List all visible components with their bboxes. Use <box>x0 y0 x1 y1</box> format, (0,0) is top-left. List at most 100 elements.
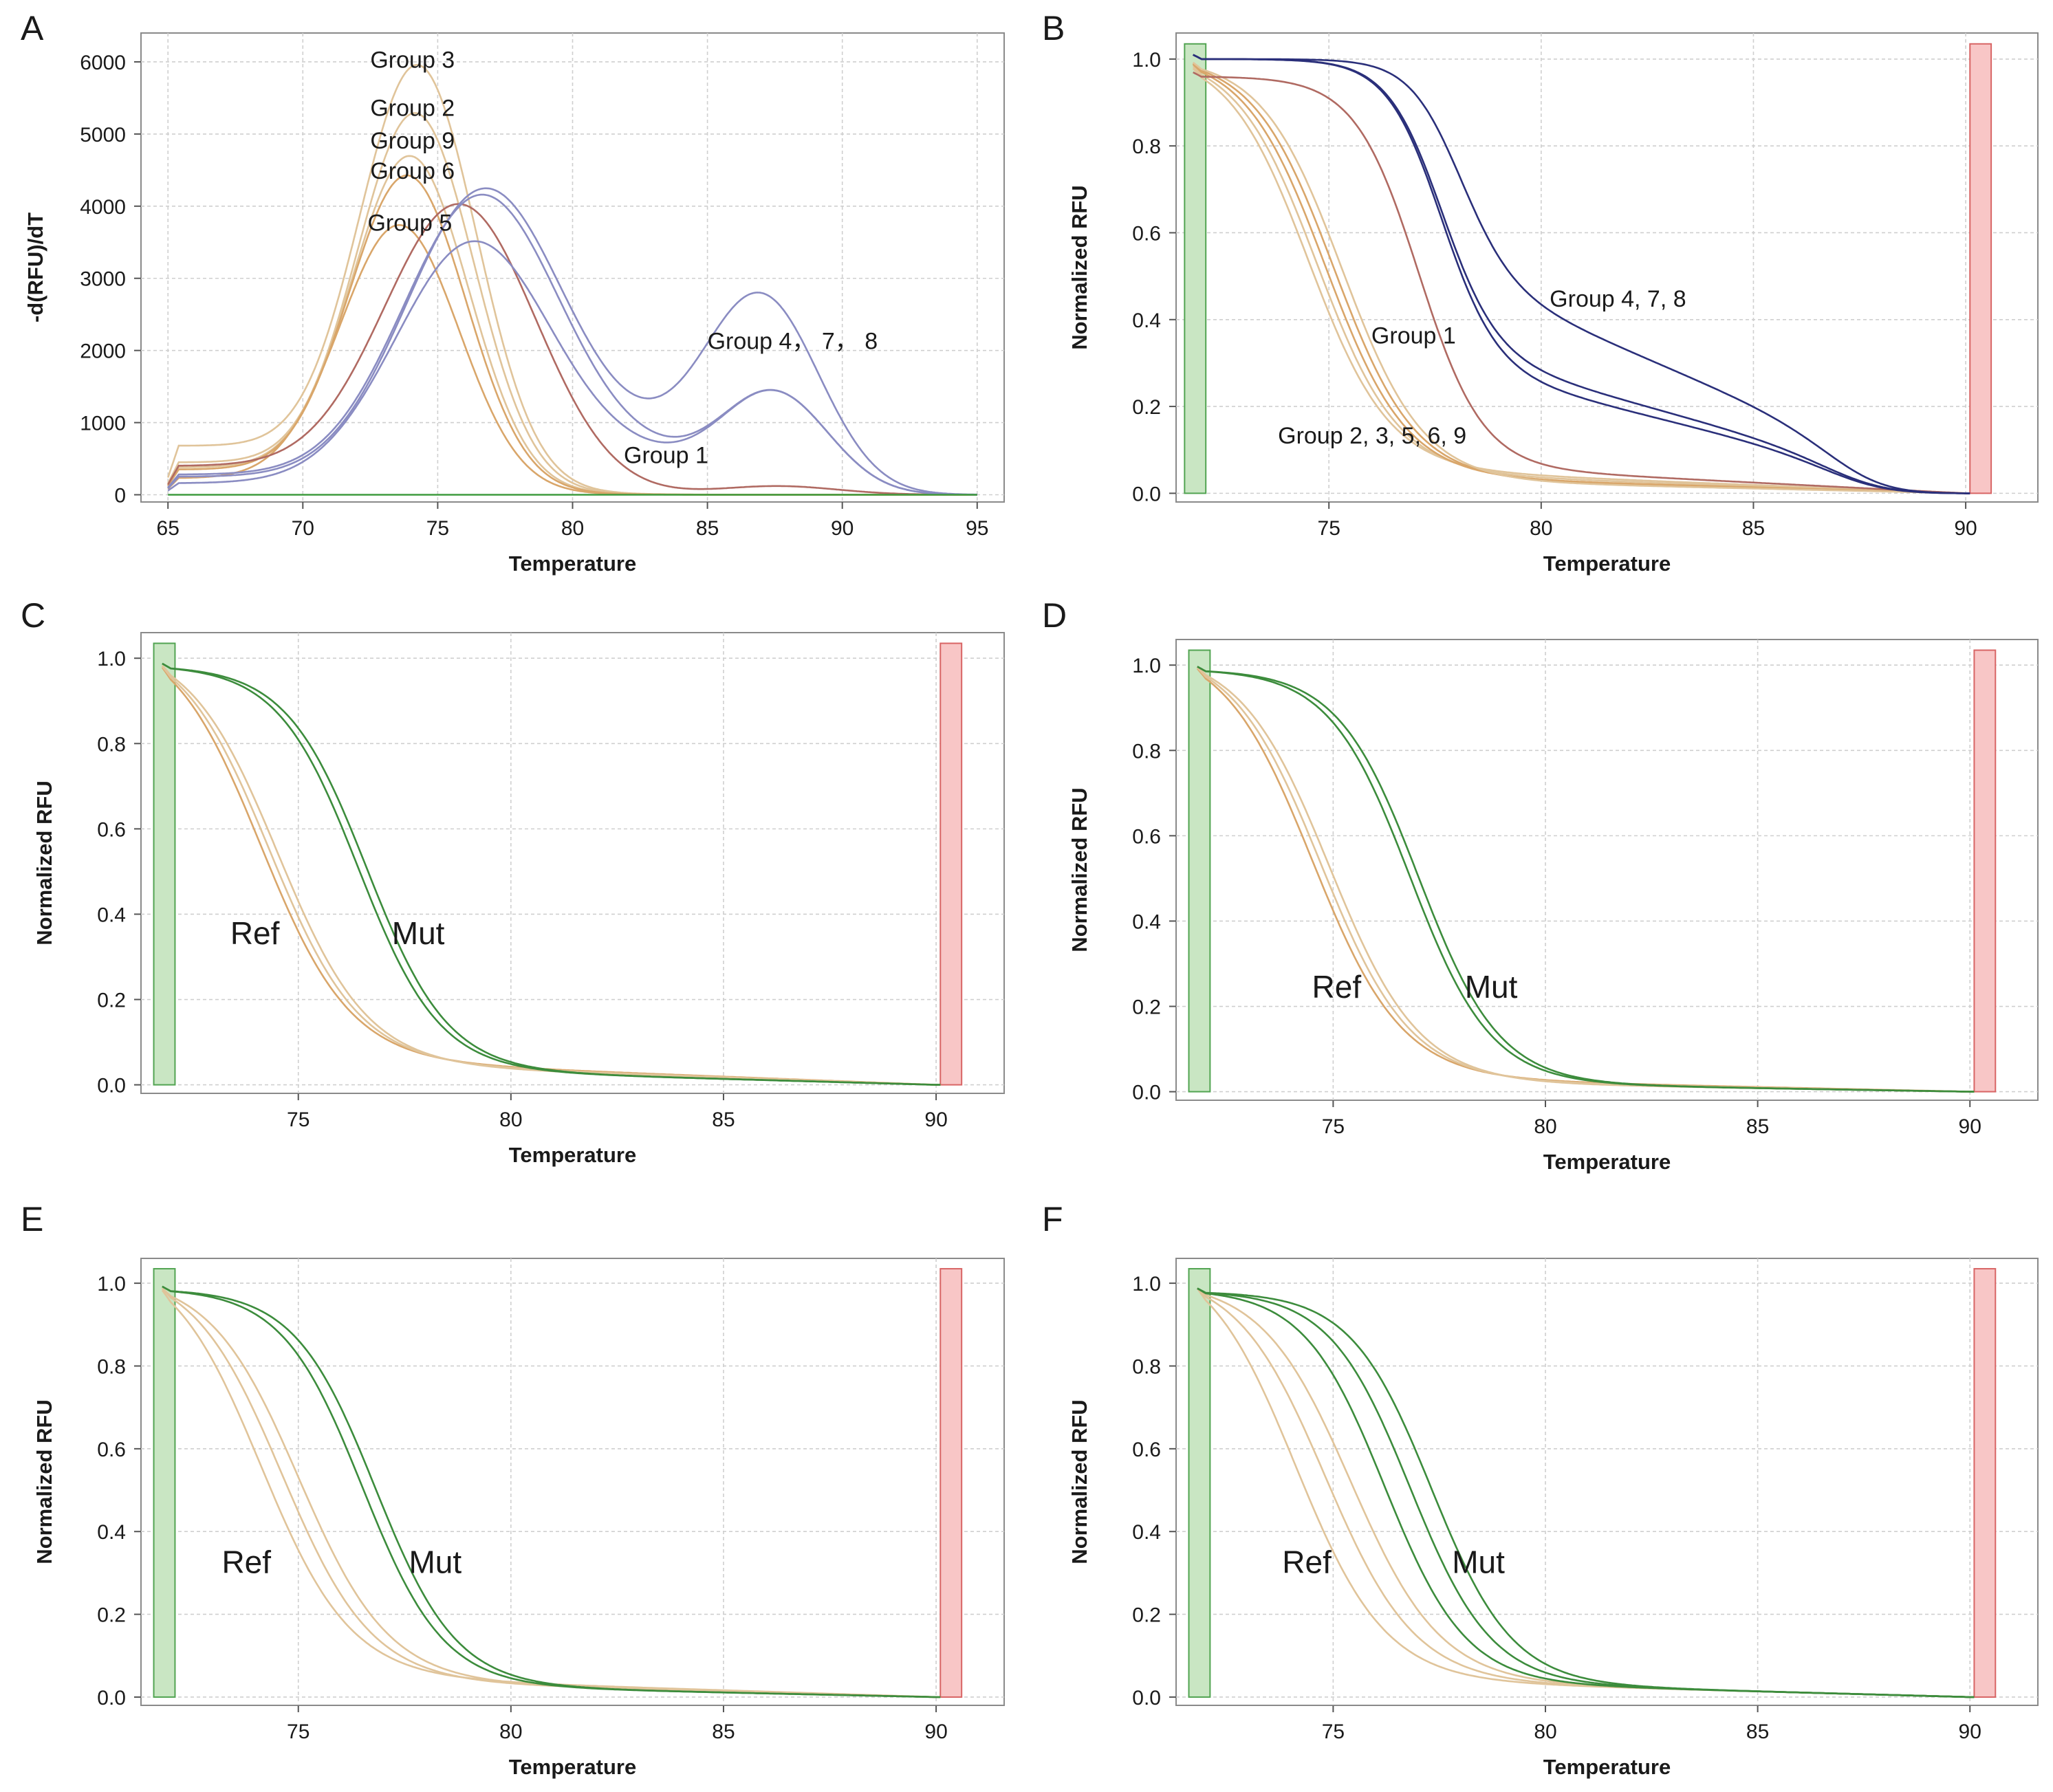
y-tick-label: 0.2 <box>97 990 126 1012</box>
red-region-bar <box>1969 43 1992 494</box>
x-tick-label: 85 <box>1746 1720 1769 1743</box>
series-line-group-8 <box>167 240 977 496</box>
y-tick-label: 0.6 <box>1132 222 1161 245</box>
y-tick-label: 0.2 <box>1132 1604 1161 1627</box>
red-region-bar <box>939 1268 963 1698</box>
series-line-group-8 <box>1193 54 1970 494</box>
annotation-label: Group 1 <box>1371 323 1456 349</box>
y-tick-label: 0.8 <box>97 1355 126 1378</box>
x-tick-label: 90 <box>924 1720 947 1743</box>
annotation-label: Ref <box>1282 1544 1332 1580</box>
x-tick-label: 75 <box>287 1720 309 1743</box>
y-axis-label: Normalized RFU <box>1067 787 1091 952</box>
green-region-bar <box>1184 43 1207 494</box>
annotation-label: Group 1 <box>624 442 708 468</box>
green-region-bar <box>1188 649 1211 1093</box>
red-region-bar <box>1973 1268 1997 1698</box>
y-tick-label: 0.4 <box>1132 910 1161 933</box>
y-tick-label: 1.0 <box>1132 1273 1161 1296</box>
y-tick-label: 4000 <box>80 196 126 219</box>
x-axis-label: Temperature <box>509 551 637 576</box>
y-tick-label: 0 <box>114 485 126 507</box>
x-axis-label: Temperature <box>1543 551 1671 576</box>
y-tick-label: 0.4 <box>97 904 126 926</box>
y-tick-label: 0.6 <box>97 1439 126 1461</box>
panel-label: B <box>1042 9 1065 47</box>
annotation-label: Group 4, 7, 8 <box>1550 286 1686 312</box>
series-line-mut-2 <box>162 1285 941 1698</box>
annotation-label: Group 3 <box>370 47 455 73</box>
x-tick-label: 65 <box>157 517 180 540</box>
y-tick-label: 0.6 <box>97 818 126 841</box>
y-tick-label: 0.0 <box>97 1687 126 1709</box>
x-tick-label: 75 <box>287 1108 309 1131</box>
panel-c: C 75 80 85 90 0.0 0.2 0.4 0.6 0.8 1.0 Temperature No… <box>21 596 1005 1167</box>
x-axis-label: Temperature <box>1543 1755 1671 1779</box>
x-tick-label: 90 <box>1959 1720 1981 1743</box>
series-line-mut-3 <box>1197 1287 1975 1698</box>
y-tick-label: 6000 <box>80 52 126 74</box>
y-tick-label: 0.4 <box>1132 1521 1161 1544</box>
y-tick-label: 0.0 <box>1132 1687 1161 1709</box>
y-tick-label: 1000 <box>80 413 126 435</box>
x-tick-label: 75 <box>1322 1115 1345 1138</box>
y-tick-label: 0.8 <box>1132 740 1161 763</box>
annotation-label: Ref <box>1312 969 1362 1005</box>
x-tick-label: 75 <box>426 517 449 540</box>
annotation-label: Mut <box>392 915 445 951</box>
y-tick-label: 5000 <box>80 124 126 146</box>
x-tick-label: 75 <box>1322 1720 1345 1743</box>
series-line-group-4 <box>1193 54 1970 494</box>
annotation-label: Group 2, 3, 5, 6, 9 <box>1278 423 1466 449</box>
x-tick-label: 85 <box>696 517 719 540</box>
annotation-label: Ref <box>230 915 280 951</box>
x-tick-label: 90 <box>1959 1115 1981 1138</box>
x-tick-label: 90 <box>831 517 854 540</box>
y-tick-label: 1.0 <box>97 648 126 670</box>
y-tick-label: 0.2 <box>1132 996 1161 1019</box>
y-tick-label: 0.2 <box>97 1604 126 1627</box>
series-line-group-4 <box>167 187 977 496</box>
series-line-group-1 <box>167 203 977 496</box>
y-tick-label: 0.2 <box>1132 396 1161 419</box>
panel-d: D 75 80 85 90 0.0 0.2 0.4 0.6 0.8 1.0 Temperature No… <box>1042 596 2039 1174</box>
panel-b: B 75 80 85 90 0.0 0.2 0.4 0.6 0.8 1.0 Temperature No… <box>1042 9 2039 576</box>
x-tick-label: 80 <box>499 1720 522 1743</box>
annotation-label: Mut <box>1452 1544 1505 1580</box>
y-axis-label: Normalized RFU <box>32 1399 56 1564</box>
panel-e: E 75 80 85 90 0.0 0.2 0.4 0.6 0.8 1.0 Temperature No… <box>21 1200 1005 1779</box>
x-axis-label: Temperature <box>1543 1150 1671 1174</box>
red-region-bar <box>1973 649 1997 1093</box>
x-tick-label: 80 <box>1534 1720 1556 1743</box>
y-tick-label: 0.0 <box>1132 1082 1161 1104</box>
y-tick-label: 3000 <box>80 268 126 291</box>
series-line-group-9 <box>1192 61 1970 494</box>
annotation-label: Mut <box>1465 969 1518 1005</box>
x-tick-label: 85 <box>1746 1115 1769 1138</box>
y-tick-label: 2000 <box>80 340 126 363</box>
green-region-bar <box>153 1268 176 1698</box>
x-tick-label: 70 <box>292 517 314 540</box>
panel-f: F 75 80 85 90 0.0 0.2 0.4 0.6 0.8 1.0 Temperature No… <box>1042 1200 2039 1779</box>
y-axis-label: Normalized RFU <box>1067 185 1091 349</box>
red-region-bar <box>939 642 963 1086</box>
y-tick-label: 1.0 <box>97 1273 126 1296</box>
y-tick-label: 0.8 <box>97 733 126 756</box>
y-tick-label: 0.4 <box>1132 309 1161 332</box>
series-line-group-1 <box>1193 71 1970 494</box>
plot-frame <box>140 632 1005 1094</box>
plot-frame <box>1175 32 2039 503</box>
y-axis-label: -d(RFU)/dT <box>23 212 47 323</box>
green-region-bar <box>153 642 176 1086</box>
y-tick-label: 0.6 <box>1132 1439 1161 1461</box>
x-tick-label: 90 <box>924 1108 947 1131</box>
y-axis-label: Normalized RFU <box>32 780 56 945</box>
annotation-label: Group 6 <box>370 158 455 184</box>
annotation-label: Ref <box>221 1544 271 1580</box>
annotation-label: Mut <box>409 1544 461 1580</box>
y-axis-label: Normalized RFU <box>1067 1399 1091 1564</box>
y-tick-label: 0.8 <box>1132 135 1161 158</box>
plot-frame <box>1175 1258 2039 1706</box>
x-tick-label: 90 <box>1954 517 1977 540</box>
